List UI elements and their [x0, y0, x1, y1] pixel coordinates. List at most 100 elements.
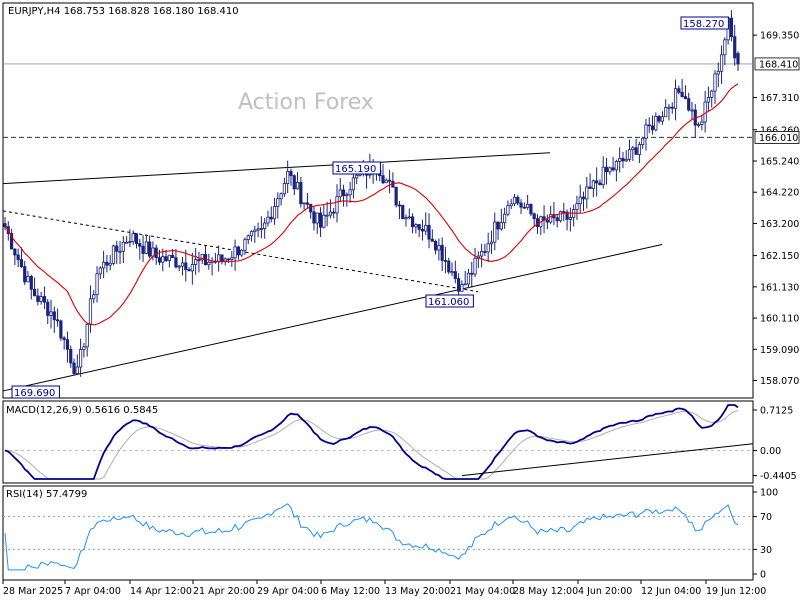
candle-body: [26, 276, 30, 283]
rsi-path: [4, 503, 739, 571]
time-tick-label: 12 Jun 04:00: [641, 586, 701, 597]
candle-body: [414, 224, 418, 228]
candle-body: [660, 116, 664, 122]
candle-body: [634, 147, 638, 155]
candle-body: [489, 241, 494, 245]
candle-body: [39, 296, 43, 302]
candle-body: [506, 205, 510, 215]
candle-body: [3, 223, 7, 228]
candle-body: [272, 206, 277, 220]
candle-body: [269, 216, 273, 220]
candle-body: [384, 179, 388, 184]
candle-body: [62, 337, 66, 341]
candle-body: [167, 254, 171, 262]
candle-body: [102, 261, 106, 269]
candle-body: [115, 245, 119, 252]
candle-body: [618, 158, 622, 162]
candle-body: [348, 189, 352, 196]
macd-tick-label: 0.7125: [760, 405, 793, 416]
candle-body: [381, 175, 385, 184]
candle-body: [332, 211, 336, 214]
candle-body: [42, 296, 47, 303]
candle-body: [279, 193, 283, 200]
candle-body: [134, 233, 139, 244]
price-axis-tags: 168.410 166.010: [754, 57, 800, 144]
rsi-line: [4, 503, 739, 571]
candle-body: [404, 217, 408, 220]
candle-body: [55, 319, 60, 322]
candle-body: [519, 202, 523, 208]
candle-body: [233, 246, 237, 259]
candle-body: [407, 216, 411, 219]
candle-body: [680, 91, 684, 97]
candle-body: [440, 245, 444, 261]
candle-body: [253, 229, 257, 233]
candle-body: [611, 167, 615, 171]
candle-body: [226, 258, 231, 261]
candle-body: [295, 182, 300, 190]
candle-body: [249, 231, 254, 237]
candle-body: [410, 216, 415, 228]
time-tick-label: 6 May 12:00: [321, 586, 380, 597]
candle-body: [351, 177, 356, 191]
candle-body: [79, 349, 83, 368]
rsi-panel: RSI(14) 57.4799 100 70 30 0: [2, 485, 778, 581]
symbol-ohlc-header: EURJPY,H4 168.753 168.828 168.180 168.41…: [8, 6, 239, 17]
candle-body: [433, 240, 438, 251]
candle-body: [59, 320, 63, 339]
candle-body: [345, 194, 349, 197]
candle-body: [486, 243, 490, 253]
macd-signal-line: [4, 410, 739, 480]
candle-body: [85, 323, 89, 348]
candle-body: [92, 294, 96, 300]
candle-body: [125, 241, 129, 244]
candle-body: [200, 253, 204, 261]
candle-body: [9, 233, 14, 250]
candle-body: [131, 233, 135, 242]
candle-body: [309, 203, 313, 213]
candle-body: [575, 203, 579, 210]
candle-body: [289, 170, 293, 177]
candle-body: [627, 149, 632, 160]
candle-body: [430, 238, 434, 242]
pivot-annotation-box: [332, 161, 381, 175]
candle-body: [696, 124, 701, 126]
price-tick-label: 165.240: [760, 157, 799, 168]
candle-body: [437, 245, 441, 251]
candle-body: [654, 115, 658, 131]
candle-body: [180, 262, 185, 267]
macd-tick-label: 0.00: [760, 446, 781, 457]
candle-body: [703, 101, 707, 123]
candle-body: [512, 196, 517, 205]
main-panel-frame: [2, 2, 754, 399]
candle-body: [529, 203, 533, 215]
candle-body: [305, 202, 310, 205]
candle-body: [220, 254, 224, 262]
pivot-annotation-box: [11, 385, 60, 399]
time-tick-label: 13 May 20:00: [385, 586, 450, 597]
candle-body: [171, 254, 175, 259]
candle-body: [509, 203, 513, 207]
candle-body: [23, 266, 27, 283]
time-tick-label: 29 Apr 04:00: [257, 586, 319, 597]
candle-body: [46, 301, 50, 316]
candle-body: [197, 259, 201, 262]
candle-body: [664, 107, 668, 118]
candle-body: [457, 278, 461, 292]
candle-body: [141, 245, 145, 254]
candle-body: [286, 170, 290, 184]
candle-body: [282, 183, 286, 195]
candle-body: [401, 204, 405, 220]
candle-body: [578, 196, 582, 205]
candle-body: [532, 213, 536, 220]
candle-body: [496, 221, 500, 230]
candle-body: [545, 219, 549, 223]
pivot-annotation: 158.270: [683, 19, 724, 30]
candle-body: [36, 295, 40, 302]
candlestick-series: [3, 10, 740, 377]
candle-body: [427, 224, 431, 240]
candle-body: [184, 262, 188, 270]
candle-body: [108, 262, 112, 266]
candle-body: [13, 248, 17, 256]
